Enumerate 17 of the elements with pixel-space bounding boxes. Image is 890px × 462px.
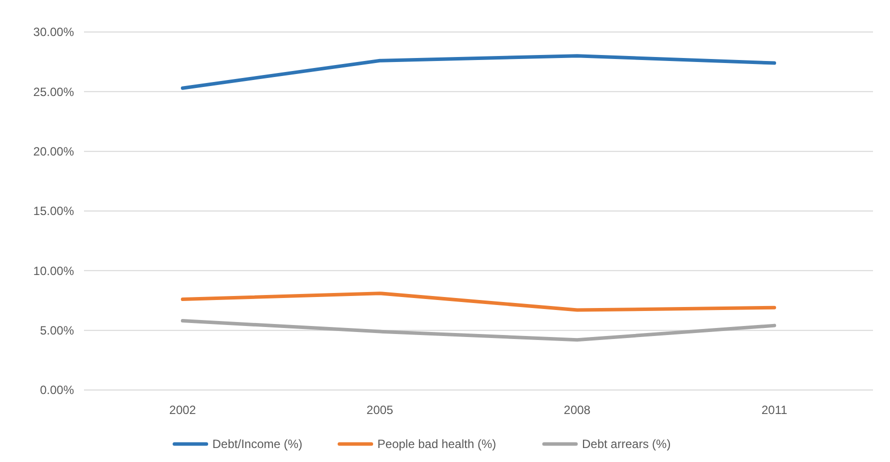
legend-label: Debt arrears (%) [582, 437, 671, 452]
y-tick-label: 30.00% [33, 25, 74, 40]
y-tick-label: 0.00% [40, 383, 74, 398]
line-series [180, 292, 776, 312]
x-tick-label: 2008 [564, 403, 591, 417]
legend-label: Debt/Income (%) [212, 437, 302, 452]
y-tick-label: 20.00% [33, 144, 74, 159]
x-tick-label: 2002 [169, 403, 196, 417]
y-tick-label: 10.00% [33, 264, 74, 278]
x-tick-label: 2011 [761, 403, 788, 417]
y-tick-label: 5.00% [40, 324, 74, 338]
y-tick-label: 15.00% [33, 204, 74, 218]
line-series [180, 54, 776, 90]
line-series [180, 319, 776, 342]
legend-label: People bad health (%) [377, 437, 496, 452]
y-tick-label: 25.00% [33, 84, 74, 99]
x-tick-label: 2005 [366, 403, 394, 417]
